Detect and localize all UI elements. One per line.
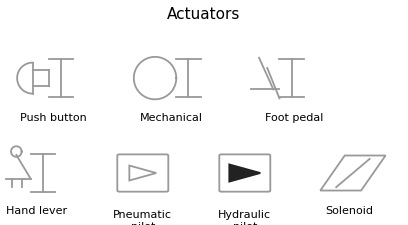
Text: Foot pedal: Foot pedal xyxy=(264,112,323,122)
Text: Hydraulic
pilot: Hydraulic pilot xyxy=(218,209,271,225)
Text: Actuators: Actuators xyxy=(167,7,241,22)
Polygon shape xyxy=(229,165,260,182)
Text: Pneumatic
pilot: Pneumatic pilot xyxy=(113,209,172,225)
Text: Hand lever: Hand lever xyxy=(6,205,67,215)
Text: Mechanical: Mechanical xyxy=(140,112,203,122)
Text: Solenoid: Solenoid xyxy=(325,205,373,215)
Text: Push button: Push button xyxy=(20,112,86,122)
